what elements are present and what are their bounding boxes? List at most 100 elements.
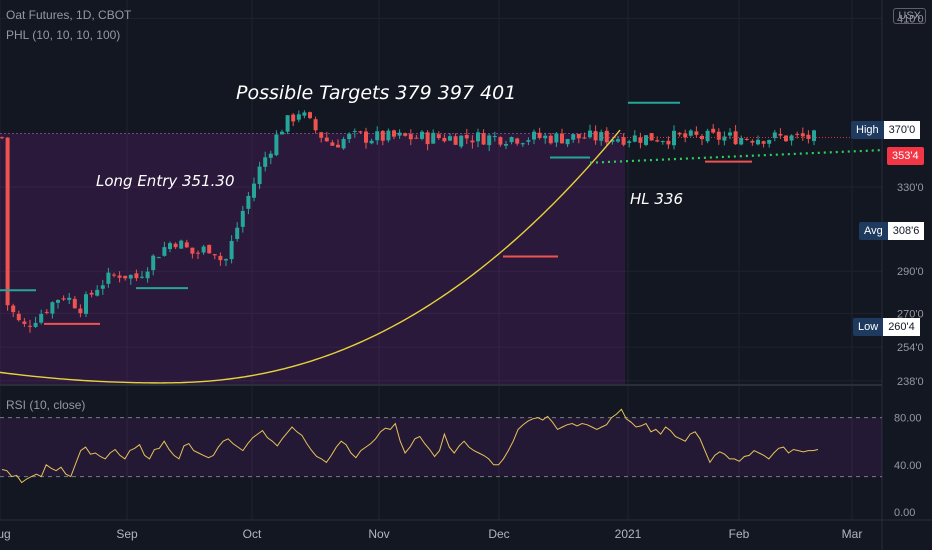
candle	[100, 279, 105, 295]
candle	[425, 130, 430, 151]
candle	[672, 125, 676, 150]
candle-body	[50, 302, 55, 314]
candle	[44, 309, 49, 315]
long-entry-annotation: Long Entry 351.30	[96, 172, 235, 190]
candle	[700, 133, 704, 145]
candle-body	[560, 133, 564, 144]
candle	[324, 131, 329, 142]
cup-curve	[0, 129, 621, 384]
avg-price-tag: Avg 308'6	[859, 222, 925, 240]
candle-body	[425, 132, 430, 145]
candle	[274, 130, 279, 157]
candle-body	[22, 321, 27, 324]
time-tick-label: Nov	[368, 527, 389, 541]
candle-body	[481, 133, 486, 145]
candle-body	[369, 140, 374, 144]
candle-body	[257, 166, 262, 185]
candle	[750, 139, 755, 146]
candle-body	[677, 132, 682, 135]
candle	[504, 140, 508, 150]
candle-body	[0, 137, 4, 139]
time-tick-label: Aug	[0, 527, 11, 541]
candle-body	[627, 141, 632, 143]
candle	[134, 269, 139, 282]
candle	[459, 135, 464, 149]
low-tag-value: 260'4	[883, 318, 920, 336]
candle-body	[509, 137, 514, 143]
candle	[140, 271, 144, 279]
candle	[526, 137, 531, 146]
candle	[280, 129, 284, 135]
candle-body	[352, 130, 357, 132]
candle-body	[638, 137, 643, 143]
avg-tag-value: 308'6	[887, 222, 925, 240]
time-tick-label: Dec	[488, 527, 509, 541]
candle	[190, 247, 195, 259]
candle-body	[576, 133, 581, 139]
candle-body	[28, 325, 32, 327]
candle	[677, 132, 682, 137]
candle	[487, 133, 492, 152]
candle	[33, 316, 38, 329]
candle	[235, 222, 240, 242]
candle-body	[660, 141, 665, 143]
candle-body	[134, 273, 139, 279]
candle	[604, 127, 609, 147]
candle-body	[705, 130, 710, 142]
candle-body	[229, 240, 234, 260]
candle-body	[252, 183, 256, 198]
candle-body	[16, 313, 21, 321]
currency-button[interactable]: USX	[893, 8, 926, 24]
candle-body	[296, 114, 301, 120]
candle	[795, 131, 800, 139]
candle	[582, 132, 587, 140]
candle	[481, 129, 486, 145]
candle-body	[392, 130, 396, 137]
candle-body	[711, 128, 716, 133]
time-tick-label: Oct	[243, 527, 262, 541]
candle	[627, 139, 632, 148]
candle-body	[123, 275, 128, 279]
candle	[330, 139, 335, 146]
candle	[72, 296, 77, 309]
candle-body	[375, 131, 380, 141]
candle-body	[744, 138, 749, 140]
candle-body	[268, 153, 273, 158]
candle	[744, 137, 749, 141]
candle-body	[408, 134, 413, 140]
candle-body	[67, 297, 72, 300]
candle-body	[442, 137, 447, 142]
candle-body	[459, 135, 464, 147]
candle-body	[89, 292, 94, 295]
candle	[515, 137, 520, 146]
candle	[554, 132, 559, 148]
candle	[78, 304, 83, 318]
candle	[212, 253, 217, 260]
rsi-tick-label: 0.00	[894, 507, 915, 519]
candle	[95, 285, 100, 297]
candle-body	[498, 137, 503, 145]
candle	[448, 133, 452, 142]
candle-body	[520, 143, 525, 145]
candle	[128, 274, 133, 285]
candle-body	[117, 275, 122, 278]
candle	[16, 310, 21, 322]
candle	[263, 151, 268, 172]
price-axis: 410'0 330'0 290'0 270'0 254'0 238'0	[897, 13, 924, 387]
time-tick-label: Feb	[729, 527, 750, 541]
candle-body	[235, 227, 240, 239]
candle-body	[397, 132, 402, 136]
time-tick-label: 2021	[615, 527, 642, 541]
high-tag-label: High	[851, 121, 884, 139]
candle-body	[78, 308, 83, 314]
candle	[246, 191, 251, 215]
candle-body	[140, 276, 144, 278]
low-price-tag: Low 260'4	[853, 318, 920, 336]
candle-body	[750, 140, 755, 143]
candle-body	[285, 115, 290, 132]
candle	[196, 250, 200, 259]
candle-body	[588, 130, 592, 138]
candle-body	[106, 272, 111, 284]
candle-body	[145, 271, 150, 279]
